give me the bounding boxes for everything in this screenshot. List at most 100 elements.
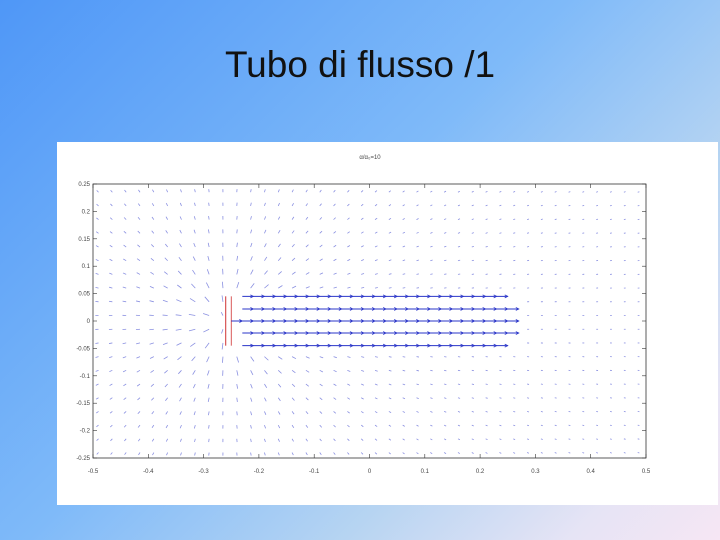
- vector-arrow: [204, 296, 210, 303]
- vector-arrow: [374, 245, 378, 248]
- vector-arrow: [277, 271, 282, 275]
- vector-arrow: [136, 258, 141, 262]
- vector-arrow: [347, 424, 350, 428]
- vector-arrow: [264, 216, 267, 220]
- vector-arrow: [291, 383, 296, 387]
- vector-arrow: [402, 424, 405, 427]
- vector-arrow: [95, 342, 99, 344]
- vector-arrow: [192, 256, 196, 261]
- vector-arrow: [444, 232, 447, 234]
- vector-arrow: [360, 231, 364, 234]
- vector-arrow: [416, 204, 419, 207]
- vector-arrow: [194, 452, 196, 456]
- vector-arrow: [136, 369, 141, 373]
- vector-arrow: [485, 218, 488, 220]
- vector-arrow: [540, 424, 543, 427]
- vector-arrow: [526, 452, 530, 454]
- streamline-arrow: [349, 294, 354, 299]
- streamline-arrow: [449, 331, 454, 335]
- vector-arrow: [430, 259, 433, 262]
- vector-arrow: [457, 452, 461, 454]
- vector-arrow: [402, 356, 406, 358]
- vector-arrow: [430, 452, 433, 455]
- vector-arrow: [250, 425, 252, 429]
- vector-arrow: [122, 272, 127, 275]
- vector-arrow: [109, 286, 113, 289]
- vector-arrow: [347, 397, 351, 400]
- vector-arrow: [95, 245, 99, 248]
- vector-arrow: [319, 258, 323, 262]
- vector-arrow: [582, 204, 585, 207]
- streamline-arrow: [371, 331, 376, 335]
- streamline-arrow: [416, 307, 421, 311]
- vector-arrow: [623, 438, 626, 440]
- streamline-arrow: [327, 331, 332, 335]
- vector-arrow: [319, 411, 323, 414]
- vector-arrow: [471, 190, 474, 193]
- vector-arrow: [402, 397, 406, 400]
- vector-arrow: [582, 438, 585, 440]
- vector-arrow: [250, 269, 254, 275]
- vector-arrow: [264, 189, 266, 193]
- vector-arrow: [110, 438, 113, 442]
- streamline-arrow: [382, 307, 387, 311]
- vector-arrow: [221, 342, 224, 350]
- x-tick-label: -0.1: [309, 469, 320, 475]
- vector-arrow: [95, 369, 99, 372]
- vector-arrow: [291, 452, 294, 456]
- vector-arrow: [609, 191, 612, 193]
- vector-arrow: [319, 217, 323, 220]
- vector-arrow: [430, 424, 433, 427]
- vector-arrow: [499, 452, 502, 454]
- vector-arrow: [122, 286, 127, 289]
- vector-arrow: [149, 285, 154, 289]
- streamline-arrow: [449, 307, 454, 311]
- vector-arrow: [388, 383, 392, 386]
- vector-arrow: [333, 356, 337, 359]
- vector-arrow: [166, 452, 169, 456]
- vector-arrow: [374, 369, 378, 372]
- vector-arrow: [416, 231, 419, 234]
- vector-arrow: [361, 259, 365, 262]
- vector-arrow: [250, 356, 255, 362]
- vector-arrow: [568, 191, 571, 193]
- vector-arrow: [277, 424, 281, 429]
- vector-arrow: [137, 411, 141, 415]
- vector-arrow: [109, 231, 113, 234]
- vector-arrow: [179, 411, 182, 415]
- vector-arrow: [457, 438, 461, 441]
- streamline-arrow: [349, 343, 354, 348]
- vector-arrow: [291, 257, 296, 262]
- vector-arrow: [361, 245, 364, 248]
- vector-arrow: [347, 190, 350, 193]
- vector-arrow: [207, 255, 210, 261]
- streamline-arrow: [493, 319, 498, 323]
- vector-arrow: [264, 270, 268, 275]
- streamline-arrow: [438, 319, 443, 323]
- streamline-arrow: [305, 331, 310, 335]
- vector-arrow: [319, 272, 324, 275]
- vector-arrow: [416, 397, 419, 399]
- streamline-arrow: [371, 319, 376, 323]
- vector-arrow: [457, 245, 461, 248]
- vector-arrow: [305, 397, 309, 401]
- vector-arrow: [291, 189, 294, 193]
- vector-arrow: [264, 452, 266, 456]
- streamline-arrow: [438, 331, 443, 335]
- vector-arrow: [499, 191, 502, 193]
- vector-arrow: [402, 245, 406, 248]
- streamline-arrow: [449, 294, 454, 299]
- vector-arrow: [264, 256, 268, 261]
- vector-arrow: [207, 397, 210, 402]
- streamline-arrow: [493, 343, 498, 348]
- vector-arrow: [109, 356, 113, 358]
- vector-arrow: [319, 356, 324, 359]
- vector-arrow: [305, 189, 308, 193]
- vector-arrow: [221, 329, 224, 334]
- vector-arrow: [347, 286, 351, 289]
- streamline-arrow: [316, 307, 321, 311]
- vector-arrow: [416, 190, 419, 193]
- vector-arrow: [554, 191, 557, 193]
- vector-arrow: [457, 383, 461, 385]
- vector-arrow: [178, 370, 182, 375]
